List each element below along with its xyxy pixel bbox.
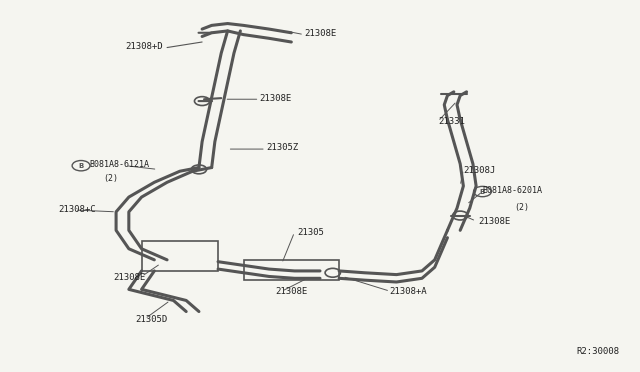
Text: 21308+C: 21308+C: [59, 205, 97, 215]
Text: 21308E: 21308E: [259, 94, 292, 103]
Text: 21305D: 21305D: [135, 315, 168, 324]
Text: 21308J: 21308J: [463, 166, 495, 174]
Text: 21308E: 21308E: [113, 273, 145, 282]
Text: R2:30008: R2:30008: [577, 347, 620, 356]
Text: 21305Z: 21305Z: [266, 144, 298, 153]
Text: (2): (2): [515, 202, 529, 212]
Text: 21305: 21305: [298, 228, 324, 237]
Bar: [141, 241, 218, 271]
Text: 21308E: 21308E: [478, 217, 510, 225]
Text: 21308E: 21308E: [275, 288, 308, 296]
Text: B081A8-6121A: B081A8-6121A: [90, 160, 149, 170]
Text: B: B: [79, 163, 84, 169]
Bar: [244, 260, 339, 280]
Text: B081A8-6201A: B081A8-6201A: [483, 186, 543, 195]
Text: 21308E: 21308E: [304, 29, 336, 38]
Text: B: B: [480, 189, 485, 195]
Text: 21308+D: 21308+D: [125, 42, 163, 51]
Text: 21331: 21331: [438, 116, 465, 125]
Text: 21308+A: 21308+A: [389, 288, 426, 296]
Text: (2): (2): [103, 174, 118, 183]
